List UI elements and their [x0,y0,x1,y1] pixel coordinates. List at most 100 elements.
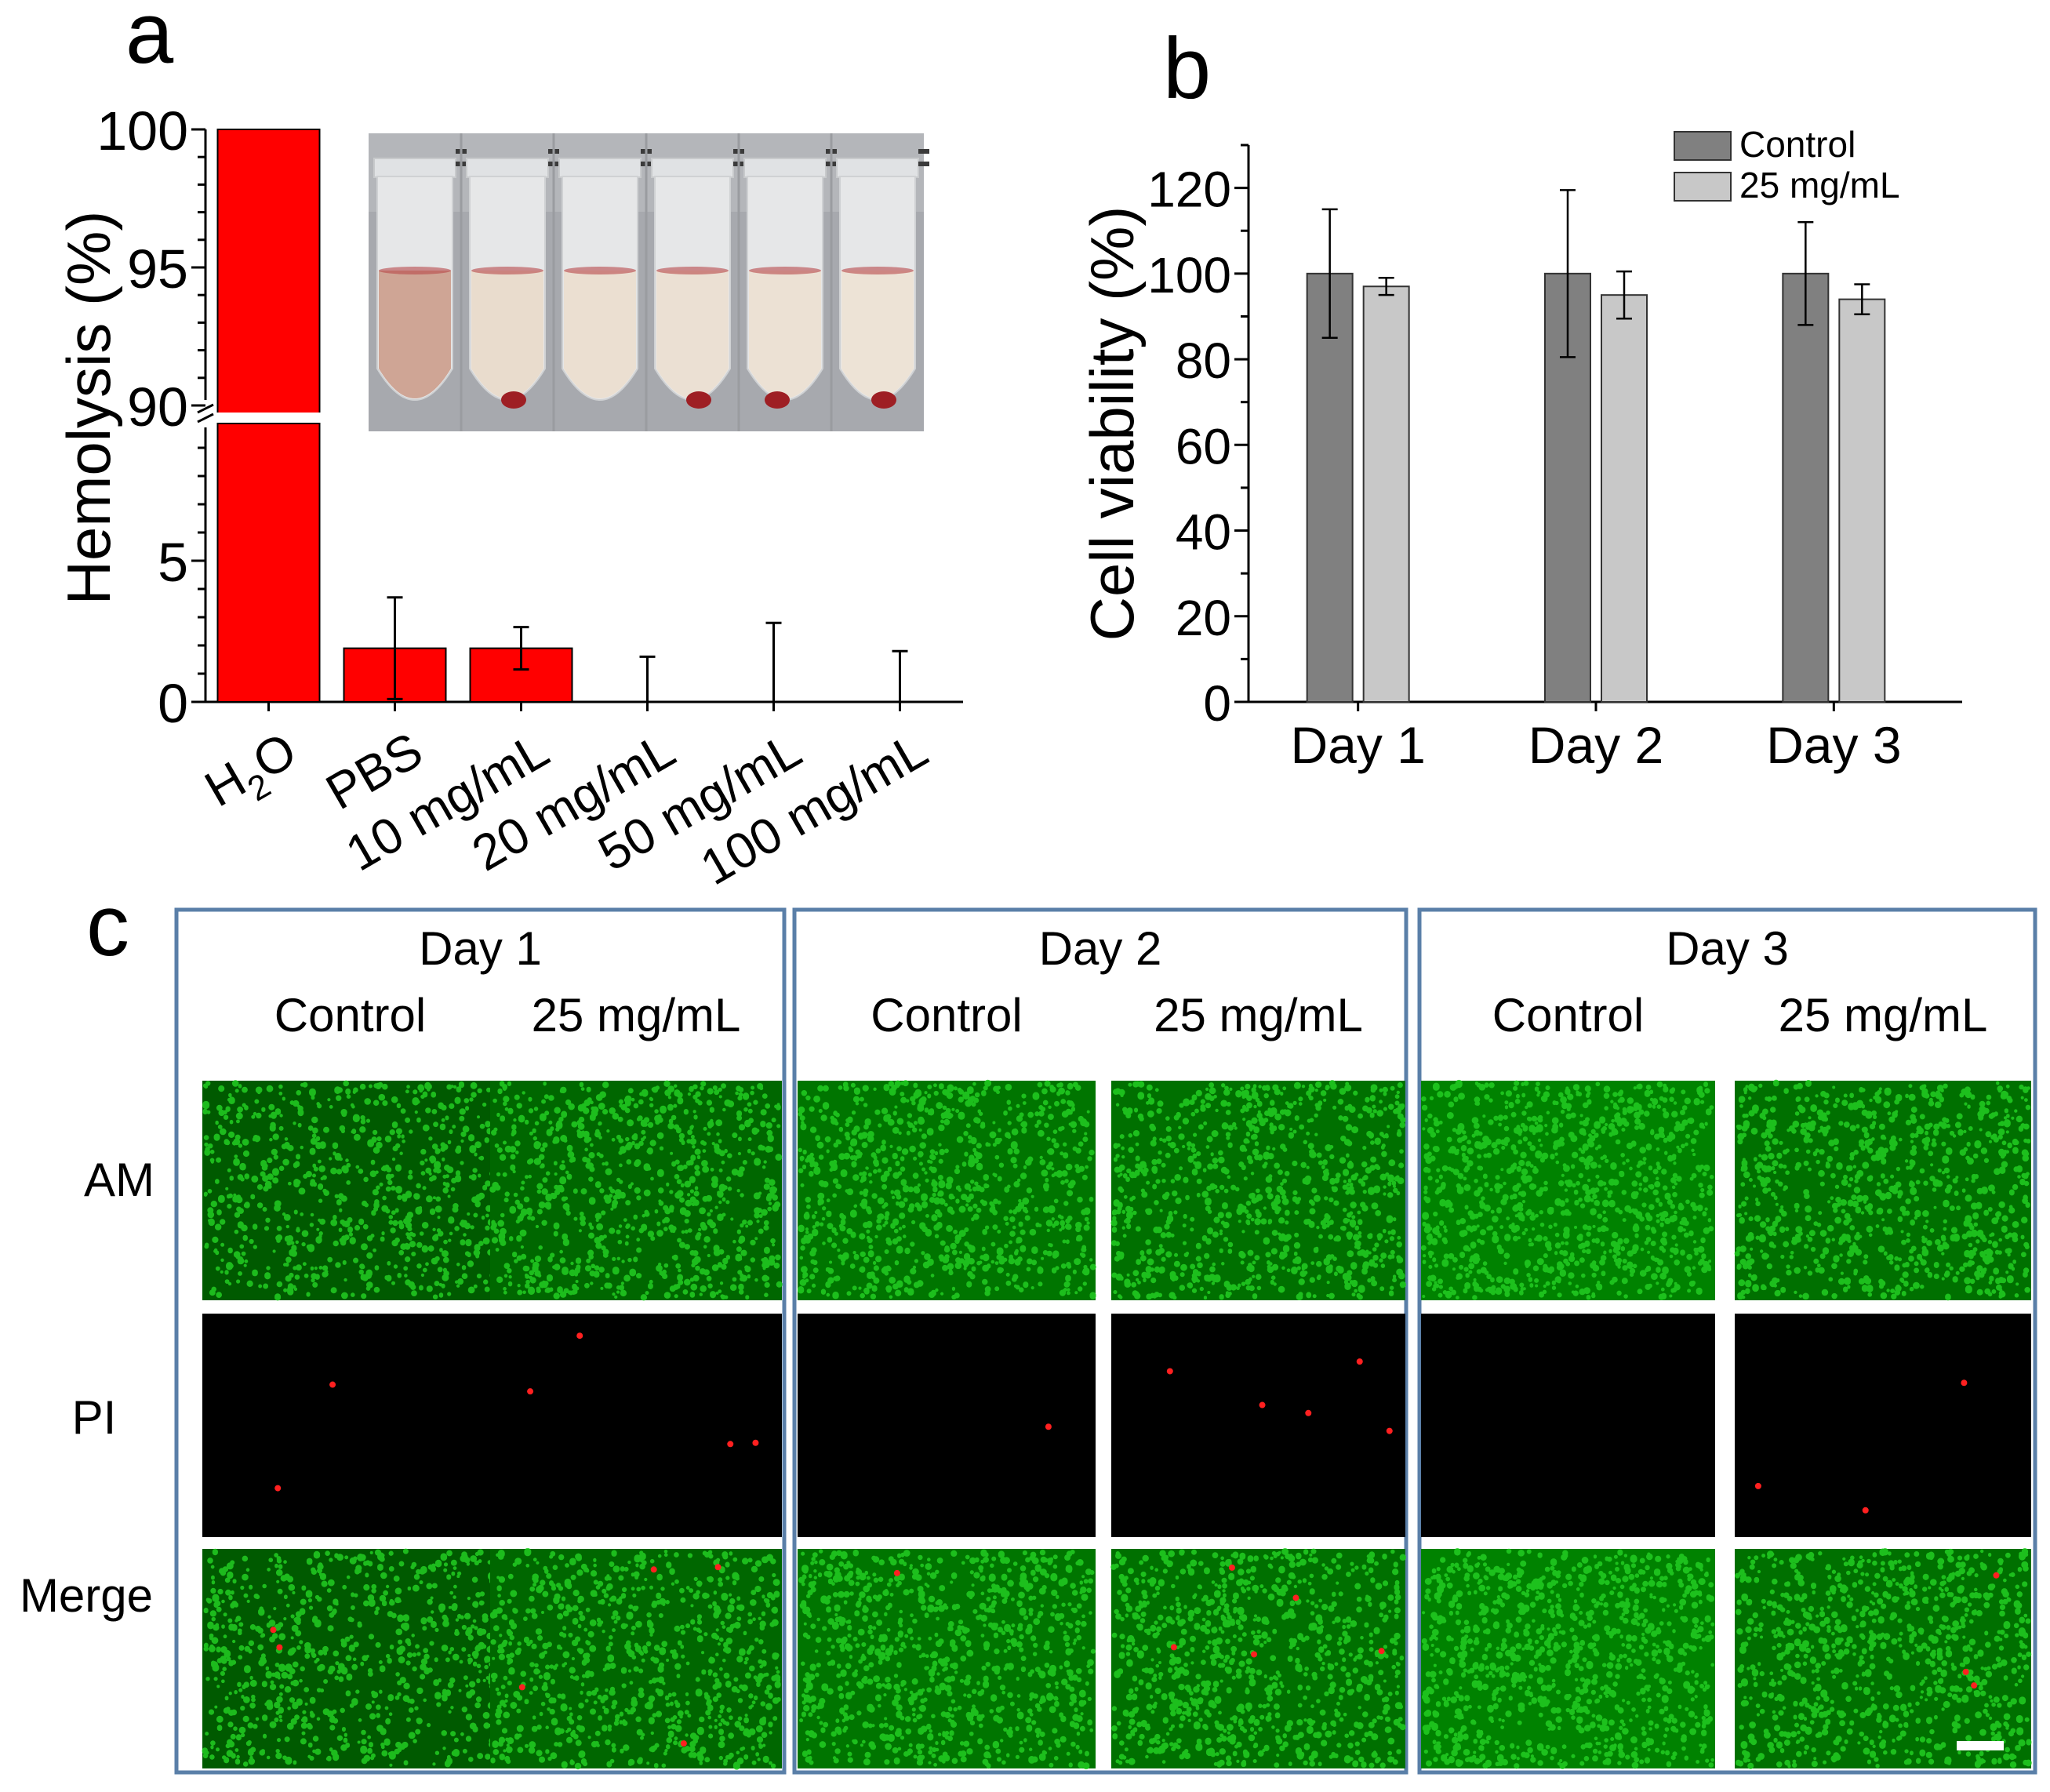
column-label: 25 mg/mL [1779,989,1988,1041]
y-tick-label: 5 [158,532,188,593]
dead-cell [1754,1482,1761,1489]
row-label-pi: PI [72,1391,117,1444]
y-tick-label: 20 [1176,590,1231,646]
viability-error-bars [1321,189,1870,358]
dead-cell [680,1740,687,1747]
blood-pellet [686,391,711,409]
dead-cell [1228,1564,1235,1571]
tube-liquid [749,271,821,398]
liquid-meniscus [564,267,636,274]
axis-break-mark [197,403,214,414]
y-tick-label: 100 [1147,247,1231,304]
viability-tick-labels: 0 20 40 60 80 100 120 Day 1 Day 2 Day 3 [1147,162,1901,774]
blood-pellet [871,391,896,409]
dead-cell [727,1441,734,1448]
legend-swatch-1 [1674,172,1732,202]
dead-cell [650,1566,657,1573]
x-tick-label: Day 2 [1528,716,1663,774]
tube-cap-rim [466,158,549,178]
y-tick-label: 90 [127,376,188,438]
bar-0 [216,129,321,416]
dead-cell [1170,1644,1177,1651]
panel-a-letter: a [125,0,174,82]
dead-cell [1259,1401,1266,1409]
liquid-meniscus [749,267,821,274]
y-tick-label: 60 [1176,418,1231,474]
tube-cap-rim [836,158,919,178]
scale-bar [1957,1741,2004,1750]
tube-liquid [471,271,543,398]
micrograph-background [1111,1314,1405,1537]
live-cells [1735,1547,2032,1769]
viability-y-axis-label: Cell viability (%) [1078,206,1147,642]
dead-cell [276,1644,283,1651]
tube-0 [373,149,467,401]
micrograph-merge-control [798,1549,1096,1770]
y-tick-label: 0 [158,673,188,734]
micrograph-am-treated [1734,1079,2031,1301]
column-label: 25 mg/mL [1154,989,1363,1041]
live-cells [1110,1080,1406,1300]
micrograph-pi-control [202,1314,498,1537]
legend-swatch-0 [1674,131,1732,161]
blood-pellet [765,391,790,409]
y-tick-label: 95 [127,238,188,300]
dead-cell [274,1485,282,1492]
column-label: 25 mg/mL [532,989,741,1041]
micrograph-row-labels: AM PI Merge [20,1154,154,1622]
micrograph-am-control [798,1079,1096,1300]
bar-25mgmL-2 [1838,298,1886,703]
dead-cell [714,1564,721,1571]
micrograph-pi-treated [490,1314,782,1537]
hemolysis-error-bars [387,596,908,702]
micrograph-am-treated [489,1080,783,1301]
group-day-title: Day 2 [1039,922,1162,975]
viability-bars [1306,272,1886,703]
legend-label-0: Control [1739,124,1856,165]
tube-cap-rim [558,158,642,178]
tube-4 [737,133,837,431]
tube-hinge [918,149,929,154]
row-label-am: AM [84,1154,154,1206]
group-day-2: Day 2 Control 25 mg/mL [792,907,1408,1775]
bar-25mgmL-1 [1601,294,1648,703]
dead-cell [1305,1409,1312,1416]
dead-cell [329,1381,336,1388]
live-cells [489,1547,781,1770]
micrograph-merge-control [1421,1547,1715,1769]
dead-cell [1862,1507,1869,1514]
liquid-meniscus [656,267,729,274]
column-label: Control [1492,989,1644,1041]
liquid-meniscus [841,267,914,274]
tube-cap-rim [743,158,827,178]
tube-2 [552,133,652,431]
panel-b: b Cell viability (%) 0 20 40 60 80 100 120 Day … [1078,20,1962,774]
micrograph-am-control [1420,1079,1715,1300]
micrograph-merge-treated [1110,1547,1407,1768]
dead-cell [752,1439,759,1446]
dead-cell [1166,1368,1173,1375]
dead-cell [1961,1379,1968,1387]
group-day-1: Day 1 Control 25 mg/mL [174,907,787,1775]
micrograph-background [1421,1314,1715,1537]
micrograph-merge-control [202,1548,499,1768]
group-frame [174,907,787,1775]
liquid-meniscus [379,267,451,274]
micrograph-merge-treated [1735,1547,2032,1769]
blood-pellet [501,391,526,409]
tube-photo-inset [369,133,929,431]
live-cells [202,1080,499,1301]
micrograph-pi-control [798,1314,1096,1537]
micrograph-pi-treated [1735,1314,2031,1537]
bar-Control-2 [1782,272,1830,703]
micrograph-groups: Day 1 Control 25 mg/mL Day 2 Control 25 mg/mL… [174,907,2037,1775]
hemolysis-y-axis-label: Hemolysis (%) [54,211,123,605]
group-frame [792,907,1408,1775]
micrograph-background [202,1314,498,1537]
hemolysis-bars [214,129,573,703]
dead-cell [1356,1358,1363,1365]
tube-cap-rim [373,158,456,178]
